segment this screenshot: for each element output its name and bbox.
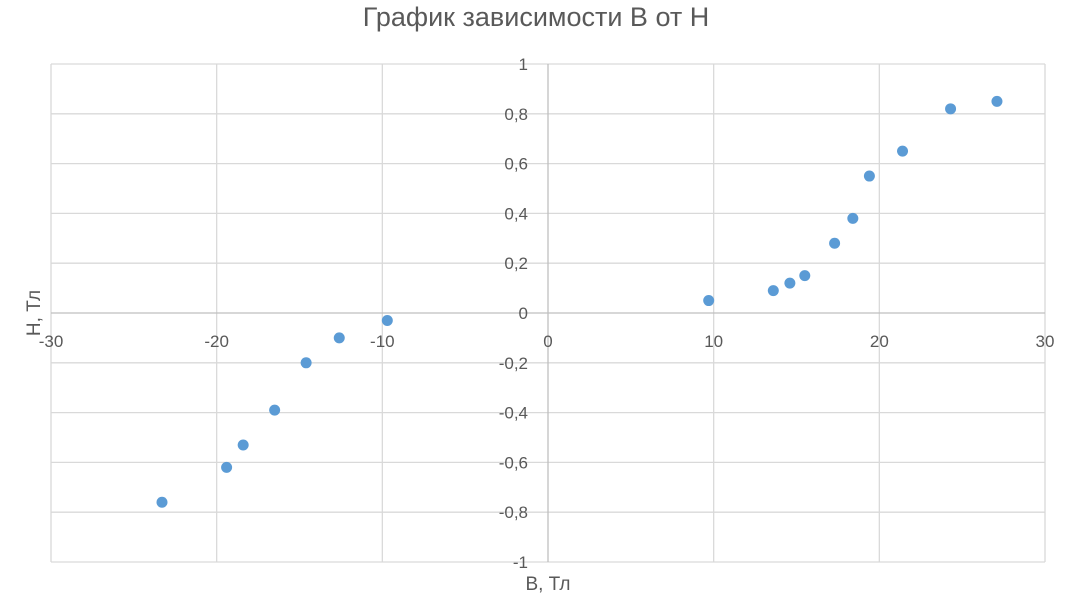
data-point (156, 496, 168, 508)
data-points (156, 95, 1003, 508)
data-point (269, 404, 281, 416)
tick-labels: -30 -20 -10 0 10 20 30 1 0,8 0,6 0,4 0,2 0 -0,2 -0,4 -0… (39, 55, 1055, 572)
x-axis-label: B, Тл (525, 574, 570, 595)
data-point (221, 461, 233, 473)
data-point (897, 145, 909, 157)
x-tick-label: 0 (543, 332, 552, 351)
y-tick-label: 0,8 (504, 105, 528, 124)
x-tick-label: 10 (704, 332, 723, 351)
y-tick-label: 1 (519, 55, 528, 74)
data-point (863, 170, 875, 182)
data-point (847, 212, 859, 224)
data-point (237, 439, 249, 451)
data-point (784, 277, 796, 289)
data-point (767, 285, 779, 297)
y-tick-label: -0,4 (499, 404, 528, 423)
x-tick-label: -30 (39, 332, 64, 351)
x-tick-label: -10 (370, 332, 395, 351)
x-tick-label: -20 (204, 332, 229, 351)
data-point (991, 95, 1003, 107)
y-axis-label: H, Тл (24, 290, 45, 336)
data-point (829, 237, 841, 249)
data-point (333, 332, 345, 344)
x-tick-label: 20 (870, 332, 889, 351)
y-tick-label: -1 (513, 553, 528, 572)
data-point (703, 295, 715, 307)
chart-title: График зависимости B от H (363, 2, 709, 32)
data-point (300, 357, 312, 369)
x-tick-label: 30 (1036, 332, 1055, 351)
data-point (945, 103, 957, 115)
data-point (381, 314, 393, 326)
y-tick-label: 0,4 (504, 204, 528, 223)
y-tick-label: 0,2 (504, 254, 528, 273)
y-tick-label: -0,2 (499, 354, 528, 373)
data-point (799, 270, 811, 282)
y-tick-label: 0 (519, 304, 528, 323)
axis-layer (51, 64, 1045, 562)
y-tick-label: -0,6 (499, 453, 528, 472)
y-tick-label: 0,6 (504, 155, 528, 174)
y-tick-label: -0,8 (499, 503, 528, 522)
